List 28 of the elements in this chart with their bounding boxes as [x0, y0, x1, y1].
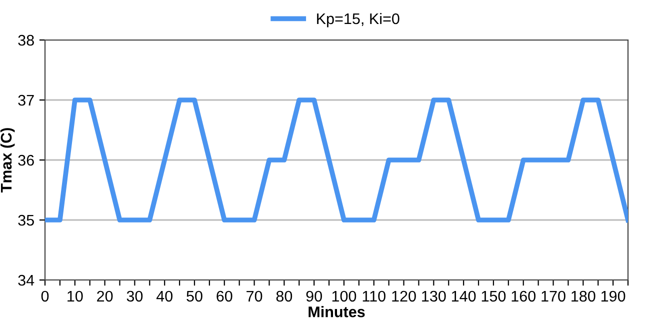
x-tick-label: 100	[332, 290, 356, 302]
x-tick-label: 70	[246, 290, 262, 302]
x-tick-label: 30	[126, 290, 143, 302]
x-tick-label: 120	[392, 290, 416, 302]
x-tick-label: 50	[186, 290, 202, 302]
x-tick-label: 170	[542, 290, 566, 302]
x-tick-label: 130	[422, 290, 446, 302]
y-tick-label: 35	[18, 214, 34, 226]
x-tick-label: 0	[41, 290, 49, 302]
y-axis-title: Tmax (C)	[0, 128, 15, 193]
x-tick-label: 180	[572, 290, 596, 302]
x-tick-label: 110	[362, 290, 386, 302]
x-tick-label: 20	[97, 290, 113, 302]
x-tick-label: 10	[68, 290, 83, 302]
x-tick-label: 40	[156, 290, 172, 302]
legend-label: Kp=15, Ki=0	[317, 12, 400, 28]
x-tick-label: 140	[452, 290, 476, 302]
x-tick-label: 150	[482, 290, 506, 302]
y-tick-label: 37	[18, 94, 34, 106]
x-tick-label: 60	[216, 290, 232, 302]
y-tick-label: 38	[18, 34, 34, 46]
x-axis-title: Minutes	[308, 306, 365, 318]
y-tick-label: 36	[18, 154, 34, 166]
x-tick-label: 90	[306, 290, 322, 302]
y-tick-label: 34	[18, 274, 34, 286]
x-tick-label: 190	[601, 290, 626, 302]
x-tick-label: 160	[512, 290, 536, 302]
x-tick-label: 80	[276, 290, 292, 302]
